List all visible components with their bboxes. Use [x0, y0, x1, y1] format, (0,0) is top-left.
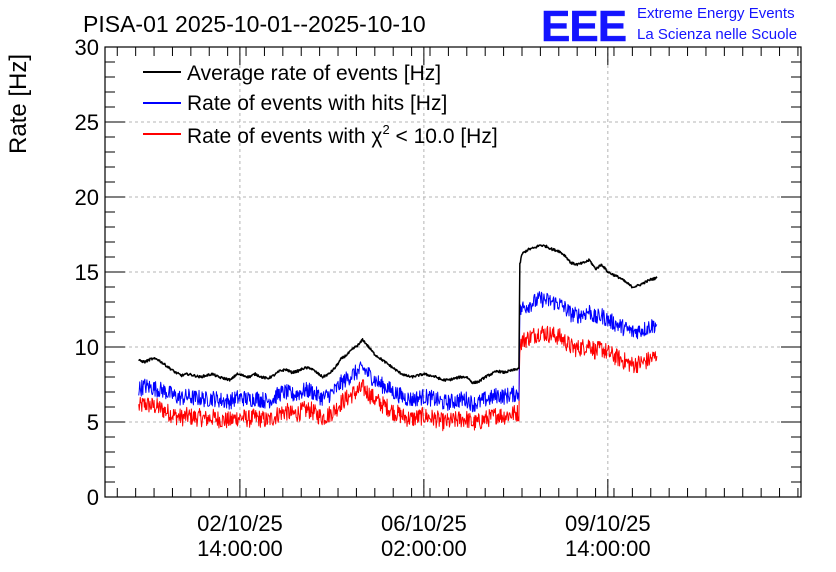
eee-logo-line2: La Scienza nelle Scuole: [637, 26, 797, 43]
x-tick-label-time: 14:00:00: [565, 536, 651, 561]
y-tick-label: 10: [75, 335, 99, 360]
y-tick-label: 30: [75, 35, 99, 60]
ticks: [105, 46, 801, 498]
y-axis-label: Rate [Hz]: [5, 54, 32, 154]
x-tick-label-date: 06/10/25: [381, 511, 467, 536]
x-tick-label-date: 02/10/25: [197, 511, 283, 536]
legend-label-chi2-sup: 2: [382, 122, 389, 137]
eee-logo: EEE Extreme Energy Events La Scienza nel…: [541, 2, 797, 52]
y-tick-label: 20: [75, 185, 99, 210]
y-tick-label: 25: [75, 110, 99, 135]
x-tick-label-time: 02:00:00: [381, 536, 467, 561]
legend: Average rate of events [Hz] Rate of even…: [143, 62, 498, 148]
series-line-0: [138, 244, 658, 385]
series-line-2: [138, 325, 658, 432]
y-tick-label: 5: [87, 410, 99, 435]
legend-label-chi2: Rate of events with χ2 < 10.0 [Hz]: [187, 122, 498, 148]
series-layer: [138, 244, 658, 432]
eee-logo-line1: Extreme Energy Events: [637, 5, 795, 22]
tick-labels: 05101520253002/10/2514:00:0006/10/2502:0…: [75, 35, 651, 561]
legend-label-average: Average rate of events [Hz]: [187, 62, 441, 85]
y-tick-label: 15: [75, 260, 99, 285]
x-tick-label-date: 09/10/25: [565, 511, 651, 536]
x-tick-label-time: 14:00:00: [197, 536, 283, 561]
legend-label-hits: Rate of events with hits [Hz]: [187, 92, 447, 115]
series-line-1: [138, 291, 658, 413]
eee-logo-mark: EEE: [541, 2, 626, 51]
legend-label-chi2-main: Rate of events with χ: [187, 125, 382, 148]
chart-title: PISA-01 2025-10-01--2025-10-10: [83, 11, 426, 37]
y-tick-label: 0: [87, 485, 99, 510]
legend-label-chi2-tail: < 10.0 [Hz]: [390, 125, 498, 148]
